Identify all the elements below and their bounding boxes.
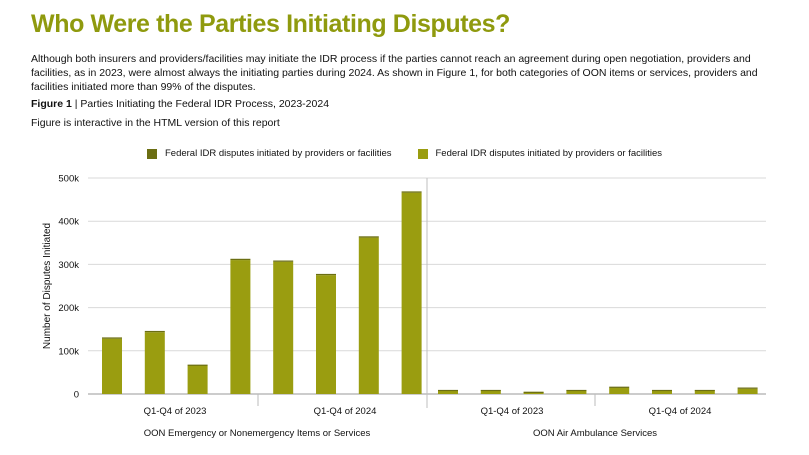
chart-legend: Federal IDR disputes initiated by provid… xyxy=(0,148,809,159)
x-subgroup-label: Q1-Q4 of 2023 xyxy=(481,406,544,417)
bar-segment-dark xyxy=(316,273,336,276)
bar-segment-dark xyxy=(566,389,587,392)
bar-segment-light xyxy=(609,387,630,394)
x-subgroup-label: Q1-Q4 of 2023 xyxy=(144,406,207,417)
y-tick-label: 200k xyxy=(58,303,79,314)
y-tick-label: 300k xyxy=(58,260,79,271)
figure-caption: Figure 1 | Parties Initiating the Federa… xyxy=(31,98,329,110)
bar-segment-dark xyxy=(230,258,251,261)
bar-segment-light xyxy=(230,260,251,394)
x-subgroup-label: Q1-Q4 of 2024 xyxy=(649,406,712,417)
bar-segment-light xyxy=(401,192,422,394)
bar-segment-dark xyxy=(102,337,122,339)
bar-segment-light xyxy=(358,237,379,394)
intro-paragraph: Although both insurers and providers/fac… xyxy=(31,53,758,93)
bar-segment-dark xyxy=(273,260,294,262)
bar-segment-light xyxy=(102,338,122,394)
bar-segment-light xyxy=(737,388,758,394)
page-title: Who Were the Parties Initiating Disputes… xyxy=(31,10,511,38)
bar-segment-dark xyxy=(401,191,422,193)
legend-label-dark: Federal IDR disputes initiated by provid… xyxy=(164,148,392,159)
bar-segment-dark xyxy=(523,391,544,393)
y-tick-label: 500k xyxy=(58,174,79,185)
bar-segment-light xyxy=(144,332,165,394)
bar-segment-dark xyxy=(737,387,758,389)
y-tick-label: 0 xyxy=(74,390,79,401)
y-tick-label: 100k xyxy=(58,346,79,357)
bar-segment-dark xyxy=(187,364,208,366)
y-axis-label: Number of Disputes Initiated xyxy=(42,223,53,349)
bar-segment-dark xyxy=(694,389,715,392)
figure-note: Figure is interactive in the HTML versio… xyxy=(31,117,280,129)
bar-segment-dark xyxy=(652,389,672,392)
bar-segment-dark xyxy=(609,386,630,388)
bar-segment-light xyxy=(316,275,336,394)
y-tick-label: 400k xyxy=(58,217,79,228)
bar-segment-dark xyxy=(358,236,379,238)
bar-segment-dark xyxy=(480,389,501,392)
bar-segment-light xyxy=(438,390,458,394)
x-group-label: OON Air Ambulance Services xyxy=(533,428,657,439)
legend-item-dark[interactable]: Federal IDR disputes initiated by provid… xyxy=(146,148,392,159)
bar-segment-light xyxy=(694,390,715,394)
bar-segment-light xyxy=(273,261,294,394)
x-subgroup-label: Q1-Q4 of 2024 xyxy=(314,406,377,417)
figure-label: Figure 1 xyxy=(31,98,72,110)
bar-segment-dark xyxy=(144,330,165,333)
bar-segment-light xyxy=(187,365,208,394)
x-group-label: OON Emergency or Nonemergency Items or S… xyxy=(144,428,371,439)
bar-segment-light xyxy=(566,390,587,394)
legend-swatch-light xyxy=(417,148,428,159)
bar-segment-dark xyxy=(438,389,458,392)
legend-label-light: Federal IDR disputes initiated by provid… xyxy=(435,148,663,159)
bar-segment-light xyxy=(652,390,672,394)
legend-item-light[interactable]: Federal IDR disputes initiated by provid… xyxy=(417,148,663,159)
bar-segment-light xyxy=(480,390,501,394)
figure-caption-text: | Parties Initiating the Federal IDR Pro… xyxy=(71,98,330,110)
legend-swatch-dark xyxy=(146,148,157,159)
